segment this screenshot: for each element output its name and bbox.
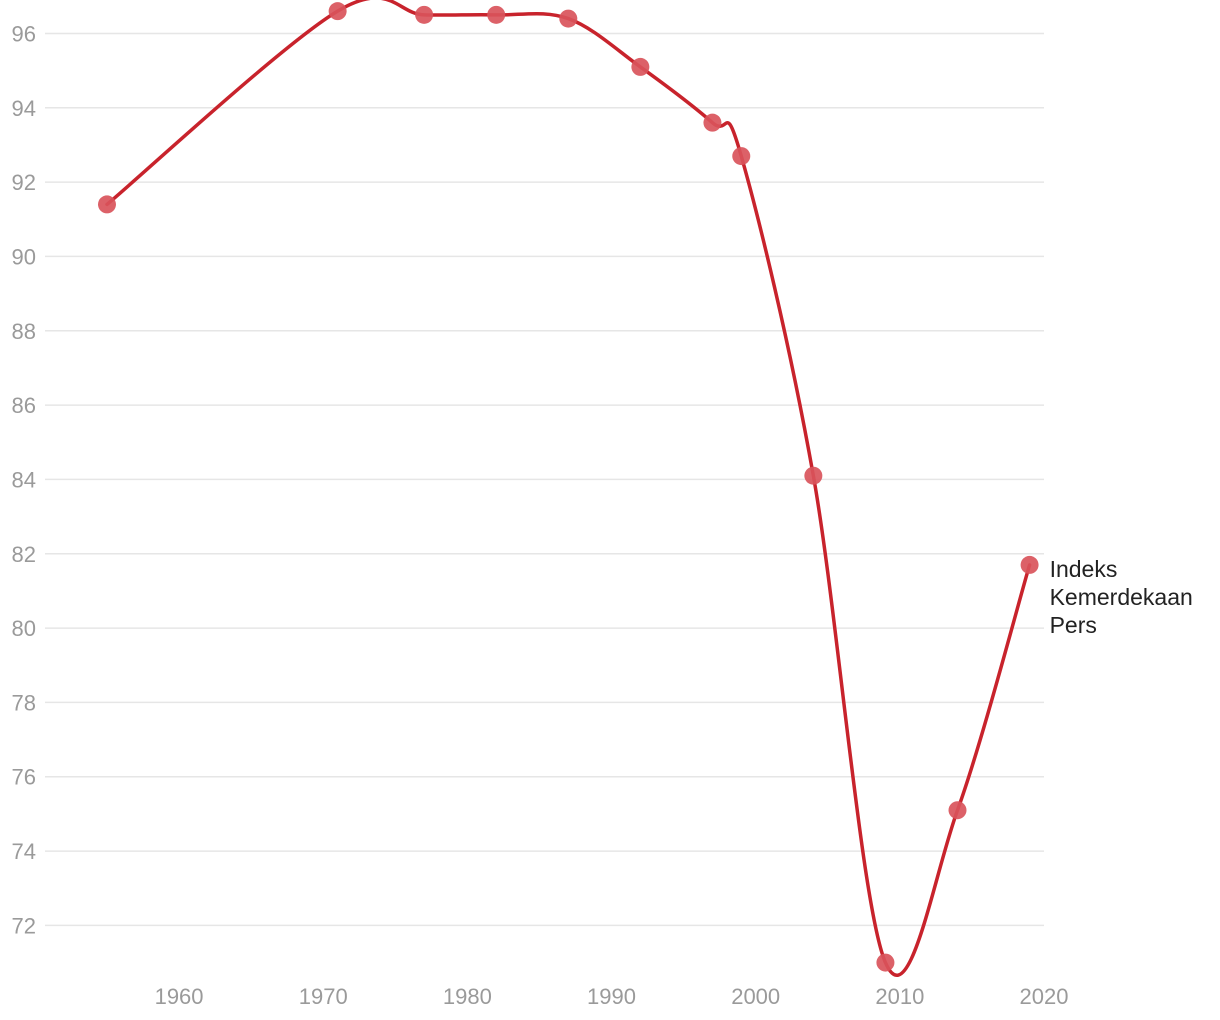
y-tick-label-94: 94 [12, 96, 36, 121]
x-tick-label-2020: 2020 [1020, 984, 1069, 1009]
y-tick-label-92: 92 [12, 170, 36, 195]
data-point-1987 [559, 9, 578, 28]
y-tick-label-80: 80 [12, 616, 36, 641]
x-axis-tick-labels: 1960 1970 1980 1990 2000 2010 2020 [155, 984, 1069, 1009]
y-tick-label-76: 76 [12, 765, 36, 790]
x-tick-label-1970: 1970 [299, 984, 348, 1009]
x-tick-label-1990: 1990 [587, 984, 636, 1009]
x-tick-label-2010: 2010 [875, 984, 924, 1009]
data-point-2014 [948, 801, 967, 820]
series-label-line: Kemerdekaan [1050, 584, 1193, 610]
series-label: Indeks Kemerdekaan Pers [1050, 556, 1193, 638]
y-tick-label-82: 82 [12, 542, 36, 567]
y-axis-tick-labels: 72 74 76 78 80 82 84 86 88 90 92 94 96 [12, 21, 36, 938]
data-points [97, 2, 1039, 972]
series-label-line: Pers [1050, 612, 1097, 638]
data-point-1992 [631, 57, 650, 76]
y-tick-label-96: 96 [12, 21, 36, 46]
data-point-1997 [703, 113, 722, 132]
data-point-1955 [97, 195, 116, 214]
y-tick-label-90: 90 [12, 244, 36, 269]
x-tick-label-1980: 1980 [443, 984, 492, 1009]
y-tick-label-78: 78 [12, 690, 36, 715]
series-line [105, 0, 1032, 977]
data-point-2004 [804, 466, 823, 485]
y-tick-label-86: 86 [12, 393, 36, 418]
x-tick-label-1960: 1960 [155, 984, 204, 1009]
data-point-2009 [876, 953, 895, 972]
data-point-2019 [1020, 555, 1039, 574]
data-point-1971 [328, 2, 347, 21]
y-tick-label-74: 74 [12, 839, 36, 864]
data-point-1977 [415, 5, 434, 24]
data-point-1999 [732, 147, 751, 166]
series-label-line: Indeks [1050, 556, 1118, 582]
y-tick-label-88: 88 [12, 319, 36, 344]
gridlines [45, 32, 1044, 927]
data-point-1982 [487, 5, 506, 24]
x-tick-label-2000: 2000 [731, 984, 780, 1009]
y-tick-label-84: 84 [12, 467, 36, 492]
y-tick-label-72: 72 [12, 913, 36, 938]
